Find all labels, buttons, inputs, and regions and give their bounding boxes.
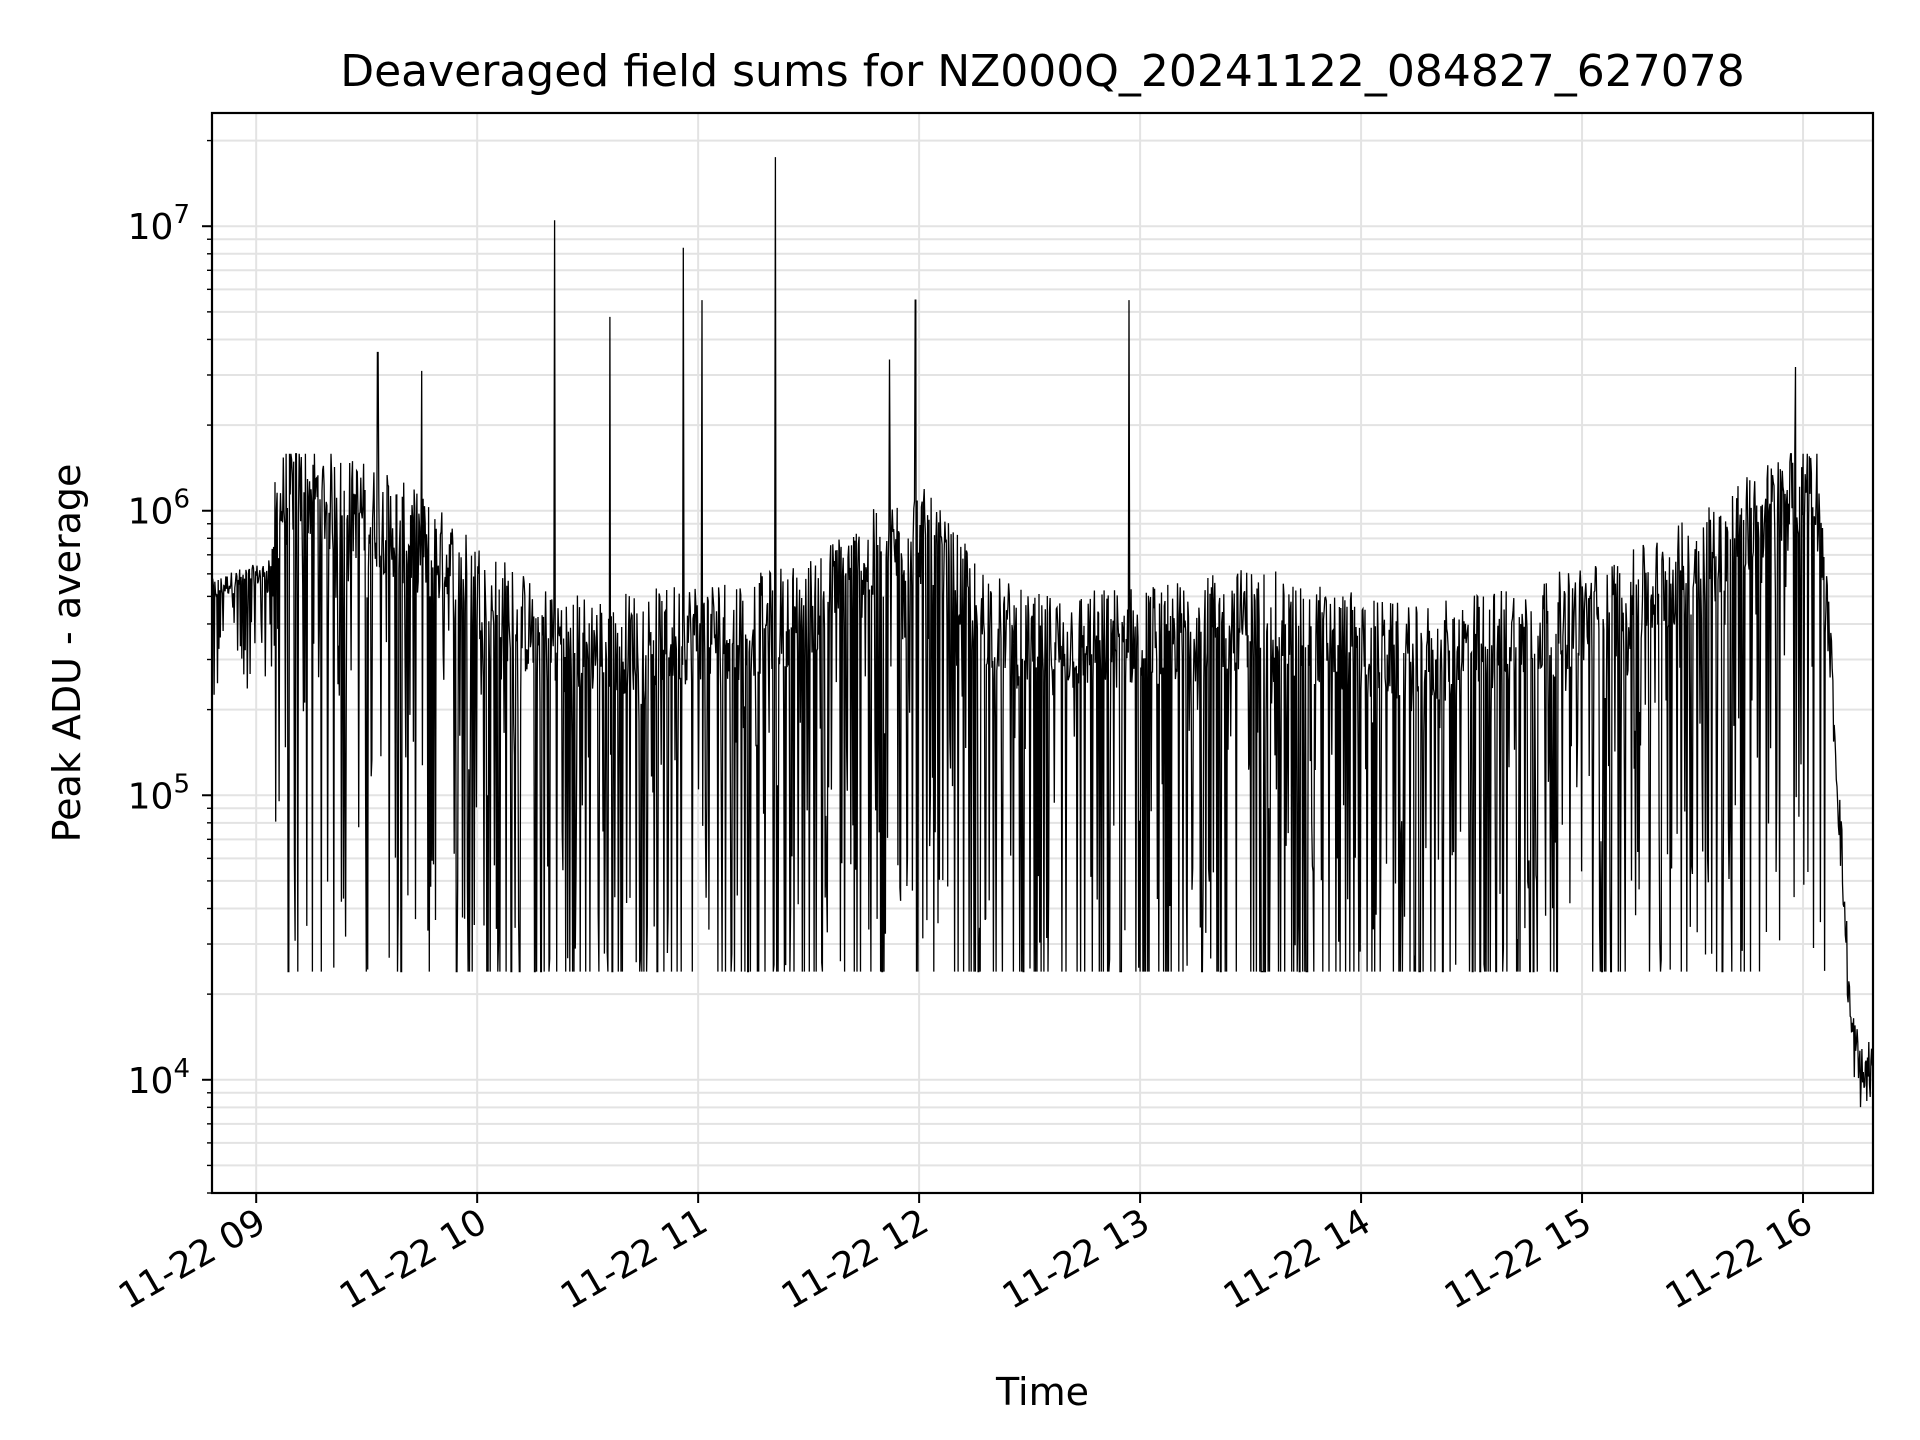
y-axis-label: Peak ADU - average [45,464,89,843]
plot-area [212,157,1873,1108]
y-tick-label: 106 [128,485,190,533]
y-tick-base: 10 [128,1061,174,1102]
series-line [212,157,1873,1108]
plot-frame [210,111,1875,1195]
y-tick-exponent: 4 [173,1054,190,1084]
chart-title: Deaveraged field sums for NZ000Q_2024112… [340,46,1745,97]
x-axis-label: Time [995,1370,1089,1414]
y-tick-exponent: 6 [173,485,190,515]
y-tick-label: 104 [128,1054,190,1102]
y-tick-label: 105 [128,769,190,817]
y-tick-label: 107 [128,200,190,248]
y-tick-exponent: 7 [173,200,190,230]
y-tick-base: 10 [128,492,174,533]
y-tick-base: 10 [128,207,174,248]
y-tick-base: 10 [128,776,174,817]
y-tick-exponent: 5 [173,769,190,799]
